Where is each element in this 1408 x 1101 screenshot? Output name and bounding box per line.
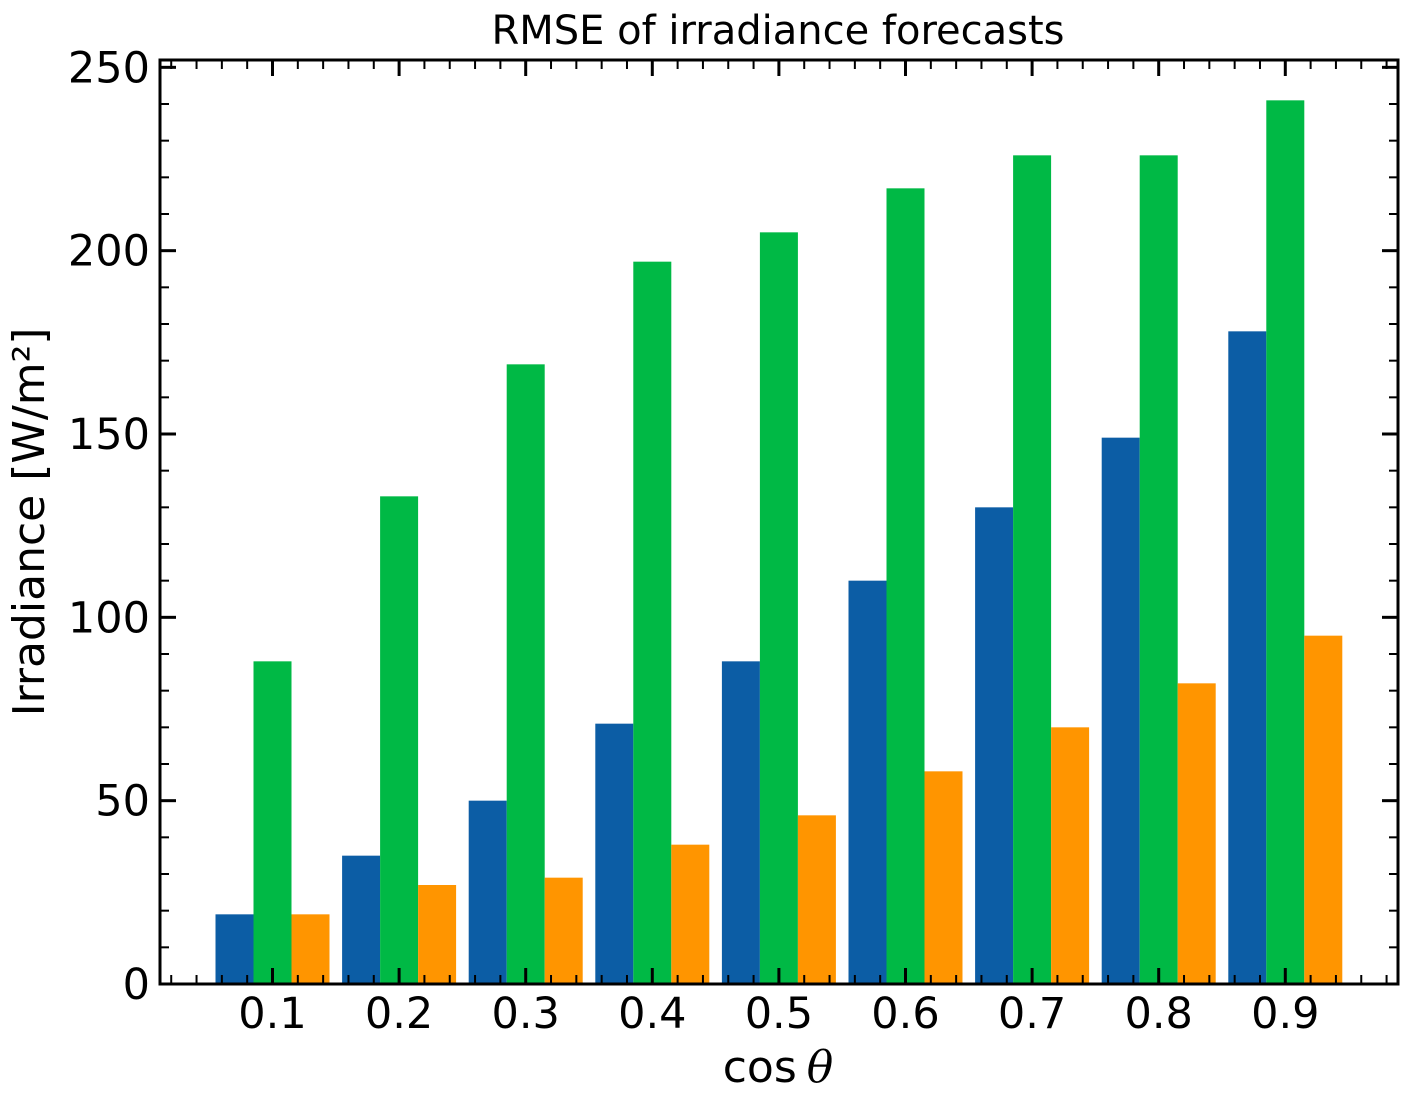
bar-s1-0.5 bbox=[721, 661, 760, 984]
bar-s1-0.9 bbox=[1228, 331, 1267, 984]
bar-s2-0.4 bbox=[633, 261, 672, 985]
bar-s1-0.8 bbox=[1101, 437, 1140, 985]
x-tick-label: 0.5 bbox=[745, 989, 813, 1039]
x-axis-label-prefix: cos bbox=[723, 1042, 797, 1093]
x-axis-label: cos θ bbox=[723, 1042, 834, 1093]
x-tick-label: 0.2 bbox=[365, 989, 433, 1039]
plot-frame bbox=[158, 58, 1400, 986]
y-tick-label: 250 bbox=[68, 43, 150, 93]
x-tick-label: 0.6 bbox=[871, 989, 939, 1039]
bar-s2-0.3 bbox=[506, 364, 545, 984]
bar-s3-0.4 bbox=[671, 844, 710, 984]
bar-s2-0.6 bbox=[886, 188, 925, 985]
bar-s1-0.4 bbox=[595, 723, 634, 984]
x-tick-label: 0.7 bbox=[998, 989, 1066, 1039]
x-tick-label: 0.1 bbox=[238, 989, 306, 1039]
bar-s1-0.7 bbox=[975, 507, 1014, 984]
ticks-layer: 0 50 100 150 200 250 0.1 0.2 0.3 0.4 0.5 0.6 0.7 0.8 0… bbox=[68, 43, 1398, 1039]
y-tick-label: 200 bbox=[68, 227, 150, 277]
bars-layer bbox=[215, 100, 1343, 985]
y-tick-label: 150 bbox=[68, 410, 150, 460]
bar-s1-0.2 bbox=[342, 855, 381, 984]
y-tick-label: 50 bbox=[95, 777, 150, 827]
x-tick-label: 0.9 bbox=[1251, 989, 1319, 1039]
chart-title: RMSE of irradiance forecasts bbox=[491, 8, 1064, 54]
bar-s3-0.7 bbox=[1051, 727, 1090, 984]
bar-s1-0.3 bbox=[468, 800, 507, 984]
x-tick-label: 0.3 bbox=[492, 989, 560, 1039]
y-tick-label: 0 bbox=[123, 960, 150, 1010]
bar-s3-0.6 bbox=[924, 771, 963, 984]
bar-s1-0.6 bbox=[848, 580, 887, 984]
y-axis-label: Irradiance [W/m²] bbox=[4, 328, 55, 717]
x-tick-label: 0.4 bbox=[618, 989, 686, 1039]
bar-s2-0.8 bbox=[1139, 155, 1178, 985]
bar-s3-0.9 bbox=[1304, 635, 1343, 984]
bar-s3-0.3 bbox=[544, 877, 583, 984]
bar-s3-0.5 bbox=[797, 815, 836, 984]
bar-s3-0.1 bbox=[291, 914, 330, 984]
bar-s2-0.7 bbox=[1013, 155, 1052, 985]
x-axis-label-symbol: θ bbox=[807, 1042, 834, 1093]
bar-s2-0.5 bbox=[759, 232, 798, 985]
bar-s1-0.1 bbox=[215, 914, 254, 984]
bar-s2-0.1 bbox=[253, 661, 292, 984]
bar-s2-0.9 bbox=[1266, 100, 1305, 985]
bar-s2-0.2 bbox=[380, 496, 419, 984]
bar-s3-0.2 bbox=[418, 885, 457, 984]
y-tick-label: 100 bbox=[68, 593, 150, 643]
x-tick-label: 0.8 bbox=[1125, 989, 1193, 1039]
bar-s3-0.8 bbox=[1177, 683, 1216, 984]
